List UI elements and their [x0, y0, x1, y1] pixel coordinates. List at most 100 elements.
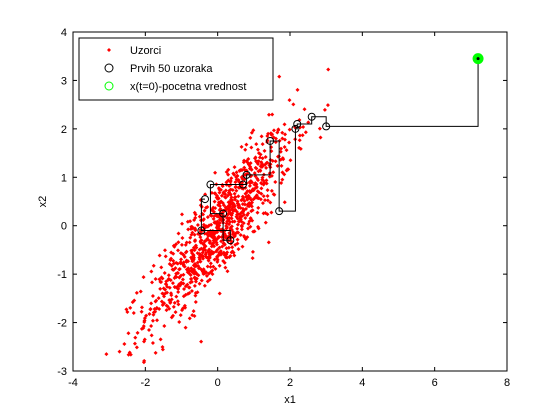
- sample-point: [258, 164, 263, 169]
- sample-point: [287, 140, 292, 145]
- sample-point: [273, 180, 278, 185]
- sample-point: [183, 292, 188, 297]
- sample-point: [227, 208, 232, 213]
- sample-point: [173, 310, 178, 315]
- sample-point: [255, 176, 260, 181]
- path-sample-marker: [293, 120, 302, 129]
- sample-point: [297, 133, 302, 138]
- sample-point: [153, 350, 158, 355]
- sample-point: [200, 253, 205, 258]
- sample-point: [177, 320, 182, 325]
- sample-point: [222, 260, 227, 265]
- sample-point: [178, 313, 183, 318]
- sample-point: [210, 251, 215, 256]
- sample-point: [260, 201, 265, 206]
- sample-point: [282, 122, 287, 127]
- sample-point: [201, 218, 206, 223]
- sample-point: [269, 210, 274, 215]
- sample-point: [273, 159, 278, 164]
- path-sample-marker: [275, 207, 284, 216]
- sample-point: [230, 187, 235, 192]
- sample-point: [227, 255, 232, 260]
- sample-point: [152, 306, 157, 311]
- sample-point: [242, 202, 247, 207]
- sample-point: [265, 188, 270, 193]
- sample-point: [164, 303, 169, 308]
- sample-point: [226, 245, 231, 250]
- y-tick-label: 1: [61, 172, 67, 184]
- sample-point: [183, 250, 188, 255]
- sample-point: [325, 103, 330, 108]
- sample-point: [226, 218, 231, 223]
- sample-point: [245, 189, 250, 194]
- y-tick-label: -1: [57, 269, 67, 281]
- sample-point: [232, 191, 237, 196]
- sample-point: [188, 235, 193, 240]
- sample-point: [242, 158, 247, 163]
- sample-point: [232, 219, 237, 224]
- sample-point: [132, 298, 137, 303]
- sample-point: [180, 212, 185, 217]
- sample-point: [208, 269, 213, 274]
- sample-point: [205, 232, 210, 237]
- sample-point: [181, 260, 186, 265]
- sample-point: [214, 242, 219, 247]
- sample-point: [213, 170, 218, 175]
- sample-point: [256, 161, 261, 166]
- sample-point: [263, 211, 268, 216]
- sample-point: [219, 239, 224, 244]
- sample-point: [149, 269, 154, 274]
- sample-point: [203, 205, 208, 210]
- sample-point: [215, 230, 220, 235]
- sample-point: [142, 339, 147, 344]
- sample-point: [193, 275, 198, 280]
- sample-point: [266, 112, 271, 117]
- sample-point: [186, 266, 191, 271]
- sample-point: [295, 87, 300, 92]
- sample-point: [209, 244, 214, 249]
- sample-point: [252, 171, 257, 176]
- sample-point: [117, 349, 122, 354]
- sample-point: [176, 289, 181, 294]
- sample-point: [160, 276, 165, 281]
- sample-point: [282, 145, 287, 150]
- sample-point: [158, 337, 163, 342]
- sample-point: [238, 205, 243, 210]
- sample-point: [225, 250, 230, 255]
- sample-point: [141, 275, 146, 280]
- x-axis-ticks: -4 -2 0 2 4 6 8: [68, 32, 510, 389]
- sample-point: [213, 191, 218, 196]
- sample-point: [226, 200, 231, 205]
- sample-point: [263, 220, 268, 225]
- sample-point: [211, 216, 216, 221]
- sample-point: [187, 285, 192, 290]
- sample-point: [171, 304, 176, 309]
- sample-point: [280, 136, 285, 141]
- sample-point: [322, 107, 327, 112]
- sample-point: [287, 127, 292, 132]
- sample-point: [261, 194, 266, 199]
- sample-point: [214, 249, 219, 254]
- sample-point: [280, 156, 285, 161]
- sample-point: [132, 341, 137, 346]
- sample-point: [266, 240, 271, 245]
- sample-point: [128, 352, 133, 357]
- legend-box: [78, 37, 274, 101]
- sample-point: [249, 204, 254, 209]
- sample-point: [235, 237, 240, 242]
- sample-point: [239, 227, 244, 232]
- sample-point: [139, 326, 144, 331]
- sample-point: [180, 236, 185, 241]
- sample-point: [181, 253, 186, 258]
- sample-point: [187, 290, 192, 295]
- sample-point: [205, 279, 210, 284]
- sample-point: [171, 258, 176, 263]
- sample-point: [263, 198, 268, 203]
- sample-point: [203, 244, 208, 249]
- sample-point: [201, 267, 206, 272]
- sample-point: [219, 199, 224, 204]
- sample-point: [219, 251, 224, 256]
- sample-point: [197, 255, 202, 260]
- sample-point: [195, 251, 200, 256]
